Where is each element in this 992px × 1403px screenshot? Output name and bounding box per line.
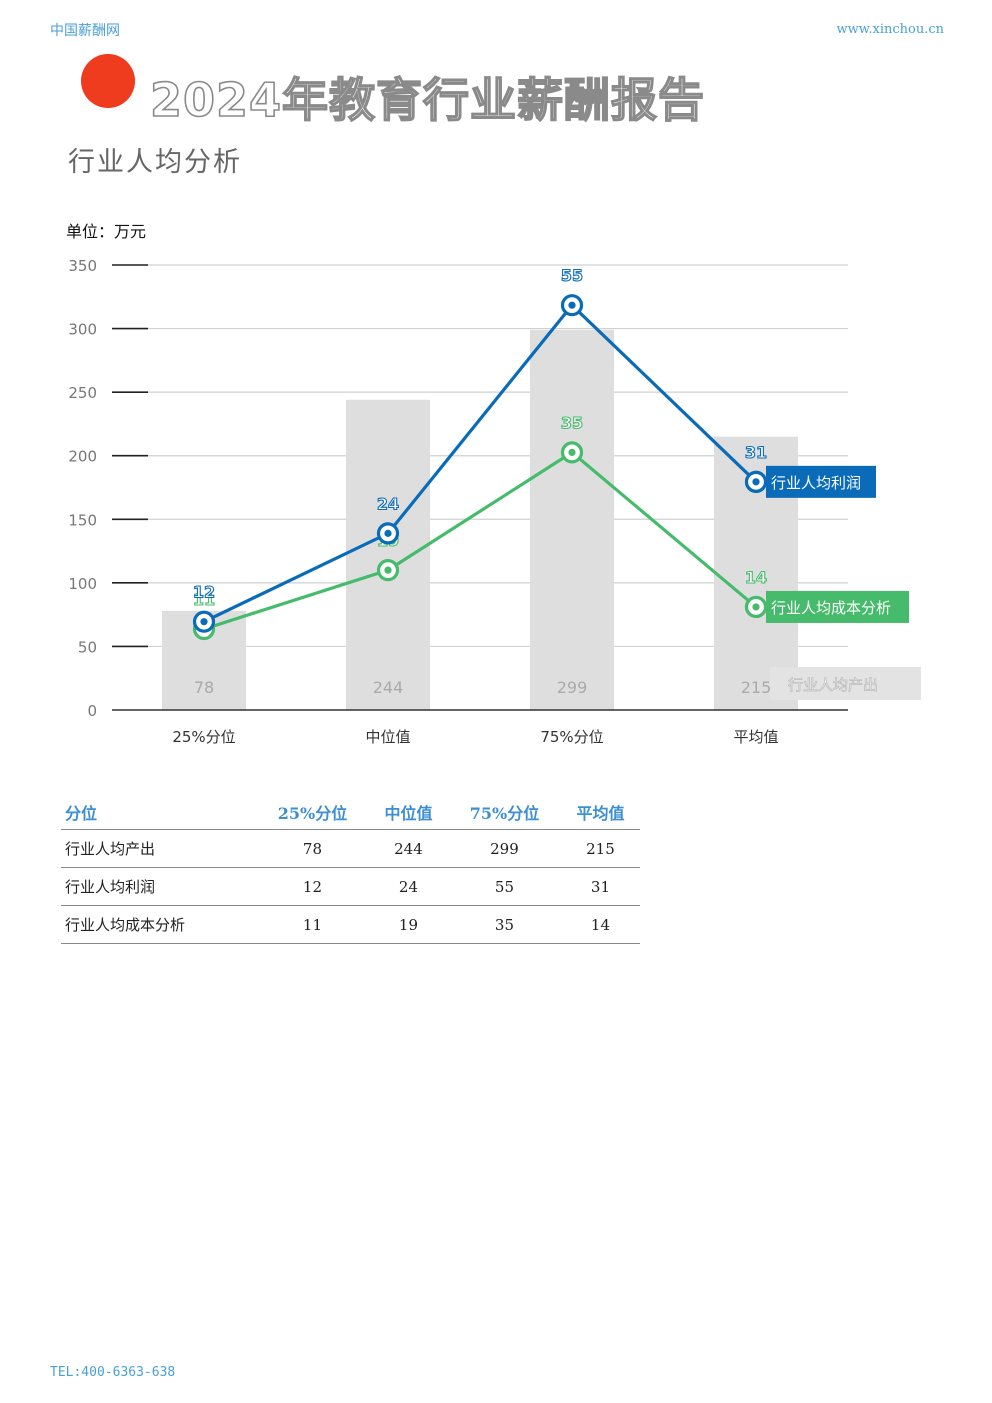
bar-output	[530, 329, 614, 710]
brand-name: 中国薪酬网	[50, 23, 120, 39]
legend-marker-center	[752, 603, 760, 611]
data-table: 分位 25%分位 中位值 75%分位 平均值 行业人均产出 78 244 299…	[61, 794, 640, 944]
y-tick-label: 100	[68, 575, 97, 593]
y-tick-label: 250	[68, 384, 97, 402]
line-profit	[203, 302, 758, 624]
table-row: 行业人均产出 78 244 299 215	[61, 829, 640, 868]
line-data-label: 14	[745, 568, 767, 587]
table-row: 行业人均利润 12 24 55 31	[61, 867, 640, 906]
line-data-label: 31	[745, 443, 767, 462]
red-circle-logo	[81, 54, 135, 108]
bar-data-label: 244	[373, 678, 404, 697]
legend-marker-center	[752, 478, 760, 486]
line-cost	[203, 450, 758, 631]
report-title: 2024年教育行业薪酬报告	[149, 72, 706, 128]
line-data-label: 11	[193, 590, 215, 609]
y-tick-label: 200	[68, 448, 97, 466]
table-header-cell: 分位	[61, 794, 256, 830]
table-cell: 78	[256, 829, 369, 868]
profit-marker-center	[384, 529, 392, 537]
table-cell: 299	[447, 829, 561, 868]
table-header-cell: 75%分位	[447, 794, 561, 830]
cost-marker-center	[384, 566, 392, 574]
x-tick-label: 中位值	[365, 728, 410, 746]
y-tick-label: 300	[68, 321, 97, 339]
table-cell: 14	[560, 905, 640, 944]
table-cell: 35	[447, 905, 561, 944]
x-tick-label: 平均值	[733, 728, 778, 746]
table-cell: 19	[368, 905, 448, 944]
line-data-label: 24	[377, 494, 399, 513]
bar-data-label: 299	[557, 678, 588, 697]
section-title: 行业人均分析	[68, 147, 242, 178]
table-cell: 行业人均利润	[61, 867, 256, 906]
x-tick-label: 25%分位	[172, 728, 235, 746]
x-tick-label: 75%分位	[540, 728, 603, 746]
series-label-box	[766, 465, 876, 498]
series-label-text: 行业人均成本分析	[771, 599, 891, 617]
cost-marker-center	[568, 448, 576, 456]
profit-marker-center	[568, 301, 576, 309]
line-data-label: 12	[193, 583, 215, 602]
table-row: 行业人均成本分析 11 19 35 14	[61, 905, 640, 944]
series-label-box	[770, 667, 921, 700]
table-cell: 行业人均成本分析	[61, 905, 256, 944]
footer-tel: TEL:400-6363-638	[50, 1365, 176, 1380]
series-label-box	[766, 590, 909, 623]
table-header-row: 分位 25%分位 中位值 75%分位 平均值	[61, 794, 640, 830]
table-cell: 244	[368, 829, 448, 868]
y-tick-label: 350	[68, 257, 97, 275]
table-cell: 24	[368, 867, 448, 906]
line-data-label: 35	[561, 413, 583, 432]
profit-marker-center	[200, 618, 208, 626]
y-tick-label: 0	[87, 702, 97, 720]
bar-data-label: 215	[741, 678, 772, 697]
table-cell: 55	[447, 867, 561, 906]
table-cell: 行业人均产出	[61, 829, 256, 868]
table-cell: 31	[560, 867, 640, 906]
combo-chart: 0 50 100 150 200 250 300 350 78 244 299 215 25%分位 中位值…	[68, 257, 921, 746]
table-header-cell: 25%分位	[256, 794, 369, 830]
bar-output	[346, 399, 430, 710]
website-link[interactable]: www.xinchou.cn	[836, 22, 944, 37]
line-data-label: 55	[561, 266, 583, 285]
table-cell: 12	[256, 867, 369, 906]
y-tick-label: 50	[78, 638, 97, 656]
y-tick-label: 150	[68, 511, 97, 529]
table-cell: 215	[560, 829, 640, 868]
table-cell: 11	[256, 905, 369, 944]
series-label-text: 行业人均产出	[788, 676, 878, 694]
unit-label: 单位：万元	[66, 222, 147, 241]
bar-data-label: 78	[194, 678, 214, 697]
table-header-cell: 平均值	[560, 794, 640, 830]
table-header-cell: 中位值	[368, 794, 448, 830]
series-label-text: 行业人均利润	[771, 474, 861, 492]
